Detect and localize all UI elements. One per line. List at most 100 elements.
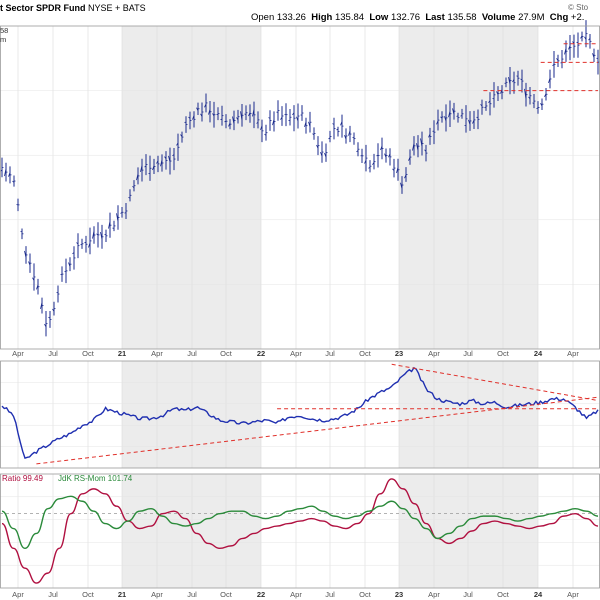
ohlc-open-tick	[512, 79, 515, 83]
x-tick-label-bottom: Oct	[82, 590, 95, 599]
x-tick-label-bottom: Jul	[48, 590, 58, 599]
shade-band-1-2	[122, 474, 261, 588]
x-tick-label-bottom: Apr	[12, 590, 24, 599]
ohlc-open-tick	[188, 116, 191, 119]
shade-band-3-0	[399, 26, 538, 349]
x-tick-label: Oct	[497, 349, 510, 358]
x-tick-label-bottom: 22	[257, 590, 265, 599]
x-tick-label-bottom: Jul	[187, 590, 197, 599]
ohlc-open-tick	[380, 145, 383, 151]
low-label: Low	[369, 12, 389, 23]
ohlc-open-tick	[136, 173, 139, 181]
ohlc-open-tick	[312, 133, 315, 136]
x-tick-label-bottom: Apr	[151, 590, 163, 599]
ohlc-open-tick	[48, 316, 51, 319]
ohlc-open-tick	[332, 123, 335, 125]
x-tick-label: Apr	[12, 349, 24, 358]
open-label: Open	[251, 12, 275, 23]
ohlc-open-tick	[336, 128, 339, 131]
shade-band-1-0	[122, 26, 261, 349]
ohlc-open-tick	[344, 134, 347, 140]
ohlc-open-tick	[224, 120, 227, 123]
ohlc-open-tick	[200, 113, 203, 117]
last-value: 135.58	[447, 12, 477, 23]
ohlc-open-tick	[548, 77, 551, 84]
quote-strip: Open 133.26 High 135.84 Low 132.76 Last …	[251, 12, 584, 23]
ohlc-open-tick	[140, 165, 143, 173]
ohlc-open-tick	[328, 137, 331, 140]
ohlc-open-tick	[212, 113, 215, 117]
ohlc-open-tick	[388, 153, 391, 158]
x-tick-label: 24	[534, 349, 543, 358]
rs-line	[1, 366, 599, 459]
ohlc-open-tick	[160, 159, 163, 167]
high-label: High	[311, 12, 333, 23]
ohlc-open-tick	[152, 165, 155, 171]
ohlc-open-tick	[196, 107, 199, 112]
x-tick-label: Jul	[325, 349, 335, 358]
ohlc-open-tick	[132, 185, 135, 189]
ohlc-open-tick	[228, 122, 231, 127]
price-subtitle: 58 m	[0, 26, 8, 44]
rrg-panel	[0, 478, 600, 584]
ohlc-open-tick	[592, 53, 595, 58]
ohlc-open-tick	[128, 196, 131, 199]
ohlc-open-tick	[304, 121, 307, 128]
ohlc-open-tick	[524, 88, 527, 100]
ohlc-open-tick	[544, 93, 547, 97]
ohlc-open-tick	[372, 162, 375, 165]
x-tick-label: 22	[257, 349, 265, 358]
legend-rs-ratio: Ratio 99.49	[2, 474, 43, 483]
ohlc-open-tick	[192, 115, 195, 120]
x-tick-label-bottom: 24	[534, 590, 543, 599]
ohlc-open-tick	[264, 133, 267, 136]
ohlc-open-tick	[168, 155, 171, 163]
low-value: 132.76	[390, 12, 421, 23]
ohlc-open-tick	[100, 232, 103, 240]
ohlc-open-tick	[208, 109, 211, 115]
ohlc-open-tick	[4, 168, 7, 177]
ohlc-open-tick	[444, 116, 447, 122]
ohlc-open-tick	[120, 212, 123, 214]
x-tick-label: Oct	[359, 349, 372, 358]
ohlc-open-tick	[368, 166, 371, 169]
ohlc-open-tick	[404, 174, 407, 179]
ohlc-open-tick	[492, 97, 495, 100]
ohlc-open-tick	[496, 91, 499, 95]
chg-label: Chg	[549, 12, 569, 23]
volume-label: Volume	[481, 12, 516, 23]
ohlc-open-tick	[420, 138, 423, 147]
ohlc-open-tick	[424, 149, 427, 152]
ohlc-open-tick	[44, 323, 47, 328]
x-tick-label-bottom: 21	[118, 590, 126, 599]
high-value: 135.84	[334, 12, 365, 23]
period-shading	[122, 26, 538, 588]
x-tick-label-bottom: Apr	[428, 590, 440, 599]
chg-value: +2.	[570, 12, 585, 23]
ohlc-open-tick	[468, 119, 471, 125]
ohlc-open-tick	[268, 117, 271, 119]
ohlc-open-tick	[520, 78, 523, 81]
shade-band-3-2	[399, 474, 538, 588]
volume-value: 27.9M	[518, 12, 545, 23]
ohlc-open-tick	[484, 106, 487, 109]
exchange-label: NYSE + BATS	[88, 3, 146, 13]
ohlc-open-tick	[108, 220, 111, 229]
x-tick-label-bottom: Jul	[463, 590, 473, 599]
chart-header: t Sector SPDR Fund NYSE + BATS Open 133.…	[0, 0, 600, 23]
ohlc-open-tick	[176, 142, 179, 146]
ohlc-open-tick	[272, 119, 275, 126]
ohlc-open-tick	[320, 152, 323, 157]
ohlc-open-tick	[580, 35, 583, 39]
x-tick-label: Apr	[567, 349, 579, 358]
ohlc-open-tick	[32, 277, 35, 281]
ohlc-open-tick	[68, 262, 71, 267]
ohlc-open-tick	[172, 154, 175, 157]
ohlc-open-tick	[12, 180, 15, 183]
price-panel	[0, 20, 600, 337]
x-tick-label: Apr	[151, 349, 163, 358]
x-tick-label: Jul	[463, 349, 473, 358]
ohlc-open-tick	[280, 116, 283, 120]
ohlc-open-tick	[88, 242, 91, 248]
